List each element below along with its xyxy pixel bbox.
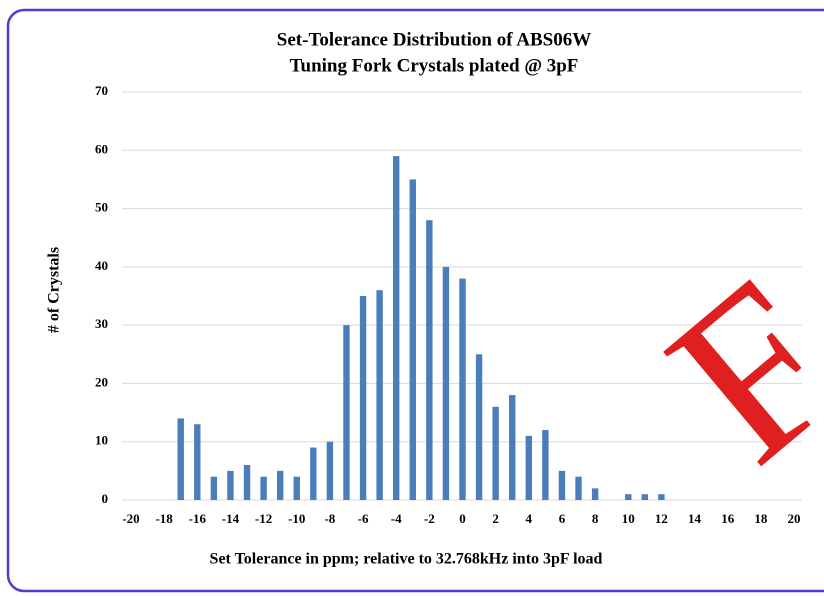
x-tick-label: 8 (592, 511, 599, 526)
bar (310, 447, 317, 500)
y-tick-label: 60 (95, 141, 108, 156)
x-tick-label: -12 (255, 511, 272, 526)
bar (426, 220, 433, 500)
x-tick-label: -16 (189, 511, 207, 526)
y-tick-label: 30 (95, 316, 108, 331)
x-tick-label: -6 (358, 511, 369, 526)
bar (542, 430, 549, 500)
bar (492, 406, 499, 500)
x-tick-label: 10 (622, 511, 635, 526)
y-tick-label: 10 (95, 433, 108, 448)
bar (293, 476, 300, 500)
bar (509, 395, 516, 500)
y-tick-label: 50 (95, 200, 108, 215)
bar (459, 278, 466, 500)
bar (625, 494, 632, 500)
y-tick-label: 0 (102, 491, 109, 506)
y-axis-label: # of Crystals (46, 247, 63, 333)
bar (658, 494, 665, 500)
frame (6, 8, 824, 593)
bar (475, 354, 483, 500)
bar (210, 476, 218, 500)
x-tick-label: -2 (424, 511, 435, 526)
y-tick-label: 70 (95, 83, 108, 98)
x-tick-label: 0 (459, 511, 466, 526)
x-tick-label: 6 (559, 511, 566, 526)
x-axis-label: Set Tolerance in ppm; relative to 32.768… (210, 551, 603, 568)
x-tick-label: -20 (122, 511, 139, 526)
x-tick-label: -10 (288, 511, 305, 526)
bar (525, 435, 532, 500)
x-tick-label: -8 (324, 511, 335, 526)
y-tick-label: 20 (95, 374, 108, 389)
bar (575, 476, 582, 500)
x-tick-label: -14 (222, 511, 240, 526)
bar (591, 488, 599, 500)
x-tick-label: -18 (155, 511, 173, 526)
bar (376, 290, 383, 500)
bar (393, 156, 400, 500)
bar (326, 441, 334, 500)
x-tick-label: 4 (526, 511, 533, 526)
x-tick-label: 16 (721, 511, 735, 526)
x-tick-label: 14 (688, 511, 702, 526)
bar (409, 179, 416, 500)
bar (260, 476, 267, 500)
bar (243, 465, 251, 500)
bar (177, 418, 184, 500)
bar (276, 470, 284, 500)
x-tick-label: 2 (492, 511, 499, 526)
chart-subtitle: Tuning Fork Crystals plated @ 3pF (290, 55, 579, 76)
bar (359, 296, 367, 500)
bar (442, 266, 450, 500)
x-tick-label: 18 (754, 511, 768, 526)
y-tick-label: 40 (95, 258, 108, 273)
x-tick-label: 20 (788, 511, 801, 526)
chart-title: Set-Tolerance Distribution of ABS06W (277, 29, 591, 50)
bar (194, 424, 201, 500)
x-tick-label: -4 (391, 511, 402, 526)
x-tick-label: 12 (655, 511, 668, 526)
bar (227, 470, 234, 500)
bar (558, 470, 566, 500)
bar (641, 494, 649, 500)
bar (343, 325, 350, 500)
